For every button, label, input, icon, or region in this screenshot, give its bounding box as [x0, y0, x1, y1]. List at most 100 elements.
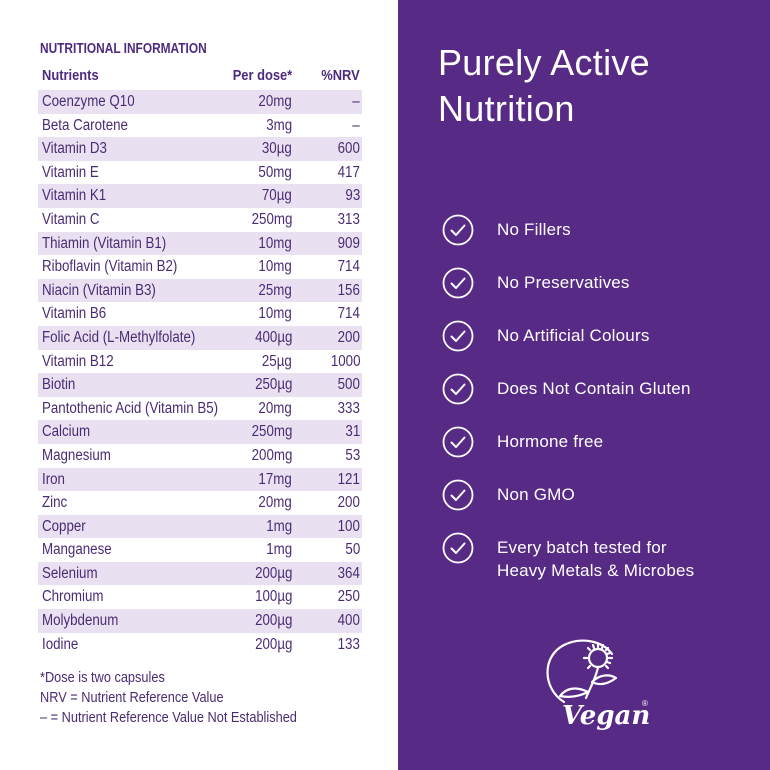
- nutrient-name: Selenium: [42, 564, 98, 582]
- dose-value: 10mg: [258, 305, 292, 323]
- nrv-value: –: [352, 93, 360, 110]
- nrv-value: 400: [337, 612, 360, 630]
- table-row: Thiamin (Vitamin B1) 10mg 909: [38, 231, 362, 256]
- nutrient-name: Vitamin K1: [42, 187, 107, 205]
- footnotes: *Dose is two capsules NRV = Nutrient Ref…: [40, 668, 297, 728]
- table-row: Niacin (Vitamin B3) 25mg 156: [38, 278, 362, 303]
- dose-value: 200µg: [254, 612, 292, 630]
- feature-text: No Fillers: [497, 220, 571, 239]
- table-row: Beta Carotene 3mg –: [38, 114, 362, 138]
- nutrient-name: Thiamin (Vitamin B1): [42, 234, 167, 252]
- check-circle-icon: [442, 214, 474, 246]
- dose-value: 10mg: [258, 258, 292, 276]
- nutrient-name: Manganese: [42, 541, 112, 559]
- nrv-value: 364: [337, 564, 360, 582]
- benefits-panel: Purely Active Nutrition No Fillers No Pre…: [398, 0, 770, 770]
- nutrient-name: Vitamin D3: [42, 140, 107, 158]
- nrv-value: 313: [337, 210, 360, 228]
- nrv-value: 31: [345, 423, 360, 441]
- feature-text-line: Heavy Metals & Microbes: [497, 561, 695, 580]
- nutrient-name: Vitamin E: [42, 163, 99, 181]
- dose-value: 250mg: [251, 423, 292, 441]
- feature-text: Non GMO: [497, 485, 575, 504]
- table-row: Copper 1mg 100: [38, 514, 362, 539]
- table-row: Pantothenic Acid (Vitamin B5) 20mg 333: [38, 397, 362, 421]
- dose-value: 10mg: [258, 234, 292, 252]
- nutrient-name: Iron: [42, 470, 65, 488]
- dose-value: 200mg: [251, 446, 292, 464]
- nutrient-name: Molybdenum: [42, 612, 119, 630]
- headline-line-2: Nutrition: [438, 88, 575, 129]
- registered-mark: ®: [642, 699, 648, 708]
- dose-value: 1mg: [266, 517, 292, 535]
- dose-value: 17mg: [258, 470, 292, 488]
- dose-value: 100µg: [254, 588, 292, 606]
- feature-text: No Artificial Colours: [497, 326, 650, 345]
- nutrient-name: Magnesium: [42, 446, 111, 464]
- footnote-dose: *Dose is two capsules: [40, 670, 165, 686]
- check-circle-icon: [442, 479, 474, 511]
- nrv-value: 200: [337, 328, 360, 346]
- nrv-value: –: [352, 116, 360, 134]
- nrv-value: 133: [337, 635, 360, 653]
- nutrition-title: NUTRITIONAL INFORMATION: [40, 41, 207, 57]
- table-header: Nutrients Per dose* %NRV: [38, 65, 362, 87]
- dose-value: 20mg: [258, 93, 292, 110]
- nutrient-name: Biotin: [42, 376, 76, 394]
- feature-item: Every batch tested for Heavy Metals & Mic…: [442, 532, 694, 582]
- nrv-value: 121: [337, 470, 360, 488]
- nutrient-name: Vitamin C: [42, 210, 100, 228]
- table-row: Iron 17mg 121: [38, 467, 362, 492]
- nutrient-name: Niacin (Vitamin B3): [42, 281, 156, 299]
- dose-value: 25mg: [258, 281, 292, 299]
- dose-value: 20mg: [258, 494, 292, 512]
- nrv-value: 714: [337, 258, 360, 276]
- feature-item: Hormone free: [442, 426, 603, 458]
- nrv-value: 156: [337, 281, 360, 299]
- nutrient-name: Coenzyme Q10: [42, 93, 135, 110]
- nrv-value: 50: [345, 541, 360, 559]
- feature-item: No Preservatives: [442, 267, 630, 299]
- check-circle-icon: [442, 320, 474, 352]
- dose-value: 25µg: [262, 352, 292, 370]
- nutrient-name: Iodine: [42, 635, 79, 653]
- nutrient-name: Riboflavin (Vitamin B2): [42, 258, 178, 276]
- feature-item: No Artificial Colours: [442, 320, 650, 352]
- nutrient-name: Pantothenic Acid (Vitamin B5): [42, 399, 219, 417]
- nutrient-name: Vitamin B12: [42, 352, 114, 370]
- table-row: Vitamin D3 30µg 600: [38, 137, 362, 161]
- nrv-value: 417: [337, 163, 360, 181]
- nrv-value: 1000: [330, 352, 360, 370]
- table-row: Vitamin C 250mg 313: [38, 208, 362, 232]
- nrv-value: 909: [337, 234, 360, 252]
- dose-value: 70µg: [262, 187, 292, 205]
- dose-value: 250mg: [251, 210, 292, 228]
- vegan-logo-icon: Vegan ®: [546, 639, 650, 731]
- headline-line-1: Purely Active: [438, 42, 650, 83]
- dose-value: 30µg: [262, 140, 292, 158]
- nutrient-name: Folic Acid (L-Methylfolate): [42, 328, 196, 346]
- feature-item: Does Not Contain Gluten: [442, 373, 691, 405]
- dose-value: 50mg: [258, 163, 292, 181]
- vegan-logo-text: Vegan: [562, 701, 650, 731]
- nrv-value: 250: [337, 588, 360, 606]
- header-nrv: %NRV: [321, 67, 360, 84]
- nutrient-name: Zinc: [42, 494, 68, 512]
- table-row: Vitamin B6 10mg 714: [38, 302, 362, 326]
- header-per-dose: Per dose*: [232, 67, 292, 84]
- table-row: Vitamin K1 70µg 93: [38, 184, 362, 208]
- table-row: Magnesium 200mg 53: [38, 444, 362, 468]
- nrv-value: 53: [345, 446, 360, 464]
- dose-value: 400µg: [254, 328, 292, 346]
- check-circle-icon: [442, 532, 474, 564]
- nutrient-name: Beta Carotene: [42, 116, 128, 134]
- table-row: Vitamin B12 25µg 1000: [38, 350, 362, 374]
- table-row: Calcium 250mg 31: [38, 420, 362, 444]
- dose-value: 1mg: [266, 541, 292, 559]
- table-row: Folic Acid (L-Methylfolate) 400µg 200: [38, 325, 362, 350]
- feature-item: Non GMO: [442, 479, 575, 511]
- dose-value: 200µg: [254, 564, 292, 582]
- feature-text: Hormone free: [497, 432, 604, 451]
- nutrition-panel: NUTRITIONAL INFORMATION Nutrients Per do…: [38, 41, 362, 728]
- feature-text: Does Not Contain Gluten: [497, 379, 691, 398]
